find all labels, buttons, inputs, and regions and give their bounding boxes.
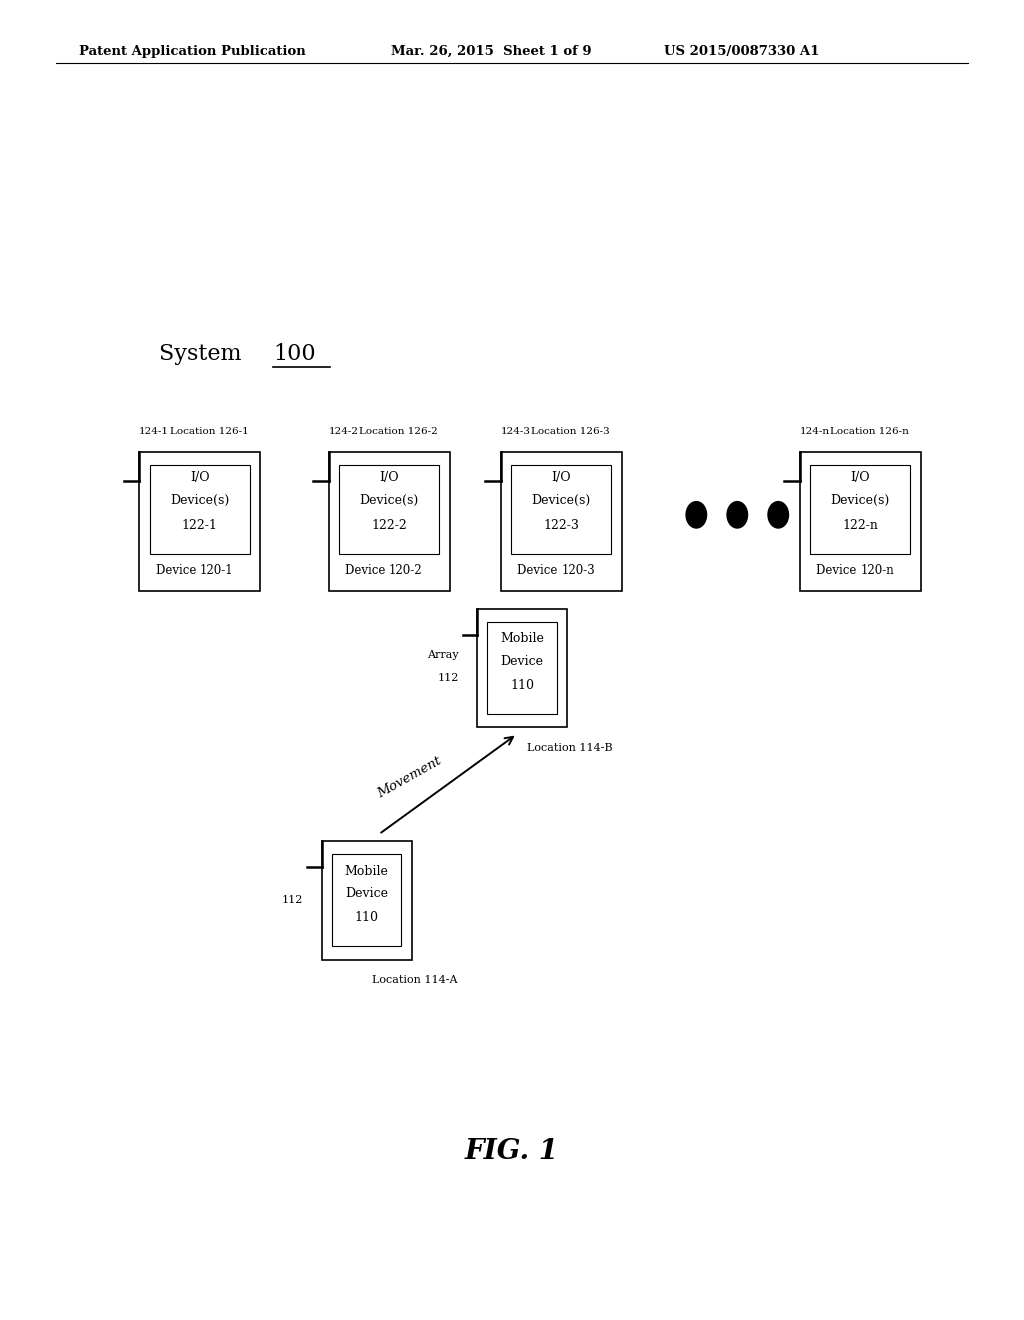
Bar	[329, 453, 450, 591]
Circle shape	[727, 502, 748, 528]
Bar	[322, 841, 412, 960]
Bar	[332, 854, 401, 946]
Text: 110: 110	[354, 911, 379, 924]
Text: Location 114-A: Location 114-A	[372, 975, 457, 986]
Text: Device(s): Device(s)	[359, 494, 419, 507]
Text: 124-3: 124-3	[501, 428, 530, 436]
Bar	[501, 453, 622, 591]
Text: Device: Device	[345, 565, 389, 578]
Text: 120-2: 120-2	[389, 565, 423, 578]
Bar	[800, 453, 921, 591]
Text: 110: 110	[510, 678, 535, 692]
Text: Mobile: Mobile	[345, 865, 388, 878]
Bar	[150, 466, 250, 554]
Text: Device: Device	[501, 655, 544, 668]
Text: Device: Device	[517, 565, 561, 578]
Text: 124-1: 124-1	[139, 428, 169, 436]
Bar	[139, 453, 260, 591]
Text: Device: Device	[156, 565, 200, 578]
Text: I/O: I/O	[850, 471, 870, 484]
Bar	[511, 466, 611, 554]
Bar	[477, 609, 567, 727]
Text: 124-2: 124-2	[329, 428, 358, 436]
Text: System: System	[159, 343, 249, 366]
Text: I/O: I/O	[551, 471, 571, 484]
Text: Device(s): Device(s)	[531, 494, 591, 507]
Text: Location 126-3: Location 126-3	[531, 428, 610, 436]
Circle shape	[686, 502, 707, 528]
Text: 122-2: 122-2	[372, 519, 407, 532]
Text: 124-n: 124-n	[800, 428, 829, 436]
Text: Device: Device	[816, 565, 860, 578]
Text: 100: 100	[273, 343, 316, 366]
Text: Location 126-1: Location 126-1	[170, 428, 249, 436]
Text: 120-1: 120-1	[200, 565, 233, 578]
Text: Array: Array	[427, 649, 459, 660]
Bar	[339, 466, 439, 554]
Text: Mar. 26, 2015  Sheet 1 of 9: Mar. 26, 2015 Sheet 1 of 9	[391, 45, 592, 58]
Bar	[810, 466, 910, 554]
Text: FIG. 1: FIG. 1	[465, 1138, 559, 1164]
Text: Device: Device	[345, 887, 388, 900]
Text: Device(s): Device(s)	[170, 494, 229, 507]
Circle shape	[768, 502, 788, 528]
Text: 122-1: 122-1	[181, 519, 218, 532]
Text: Location 114-B: Location 114-B	[527, 743, 613, 754]
Text: 112: 112	[282, 895, 303, 906]
Text: I/O: I/O	[379, 471, 399, 484]
Text: 122-n: 122-n	[842, 519, 879, 532]
Bar	[487, 622, 557, 714]
Text: Location 126-2: Location 126-2	[359, 428, 438, 436]
Text: 122-3: 122-3	[543, 519, 580, 532]
Text: 112: 112	[437, 673, 459, 684]
Text: Location 126-n: Location 126-n	[830, 428, 909, 436]
Text: Movement: Movement	[375, 754, 443, 801]
Text: 120-n: 120-n	[860, 565, 894, 578]
Text: Device(s): Device(s)	[830, 494, 890, 507]
Text: Patent Application Publication: Patent Application Publication	[79, 45, 305, 58]
Text: 120-3: 120-3	[561, 565, 595, 578]
Text: US 2015/0087330 A1: US 2015/0087330 A1	[664, 45, 819, 58]
Text: I/O: I/O	[189, 471, 210, 484]
Text: Mobile: Mobile	[501, 632, 544, 645]
